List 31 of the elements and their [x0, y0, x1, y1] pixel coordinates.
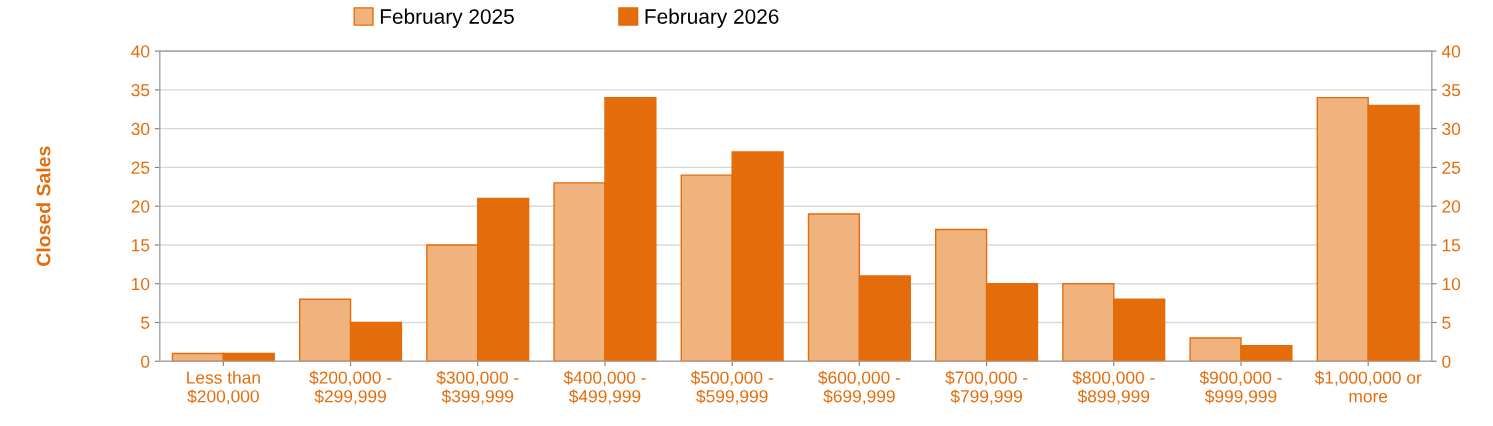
y-tick-label: 10	[132, 277, 150, 291]
y-tick-label: 40	[131, 45, 150, 58]
y2-tick-label: 40	[1441, 45, 1461, 58]
y2-tick-label: 20	[1442, 200, 1461, 213]
y2-tick-label: 0	[1442, 355, 1451, 368]
x-tick-label: $500,000 - $599,999	[690, 370, 773, 405]
x-tick-label: $600,000 - $699,999	[818, 370, 901, 405]
x-tick-label: $800,000 - $899,999	[1072, 370, 1155, 405]
y-tick-label: 35	[131, 84, 150, 97]
y2-tick-label: 30	[1442, 122, 1461, 136]
y2-tick-label: 5	[1442, 316, 1451, 329]
y2-tick-label: 35	[1442, 84, 1461, 97]
x-tick-label: $1,000,000 or more	[1314, 370, 1422, 403]
x-tick-label: $300,000 - $399,999	[436, 370, 519, 405]
y-tick-label: 30	[131, 122, 150, 136]
x-tick-label: $400,000 - $499,999	[563, 370, 646, 405]
y-tick-label: 25	[131, 161, 150, 174]
x-tick-label: $200,000 - $299,999	[309, 370, 392, 405]
y-tick-label: 5	[141, 316, 150, 329]
legend-label: February 2026	[645, 8, 779, 28]
y-tick-label: 0	[141, 355, 150, 368]
y2-tick-label: 10	[1442, 277, 1461, 291]
y-axis-title: Closed Sales	[36, 146, 51, 266]
x-tick-label: $700,000 - $799,999	[945, 370, 1028, 405]
y2-tick-label: 15	[1442, 239, 1461, 252]
y-tick-label: 20	[131, 200, 150, 213]
legend-label: February 2025	[380, 8, 514, 28]
x-tick-label: $900,000 - $999,999	[1199, 370, 1282, 405]
x-tick-label: Less than $200,000	[187, 370, 260, 405]
y-tick-label: 15	[132, 239, 150, 252]
y2-tick-label: 25	[1442, 161, 1461, 174]
